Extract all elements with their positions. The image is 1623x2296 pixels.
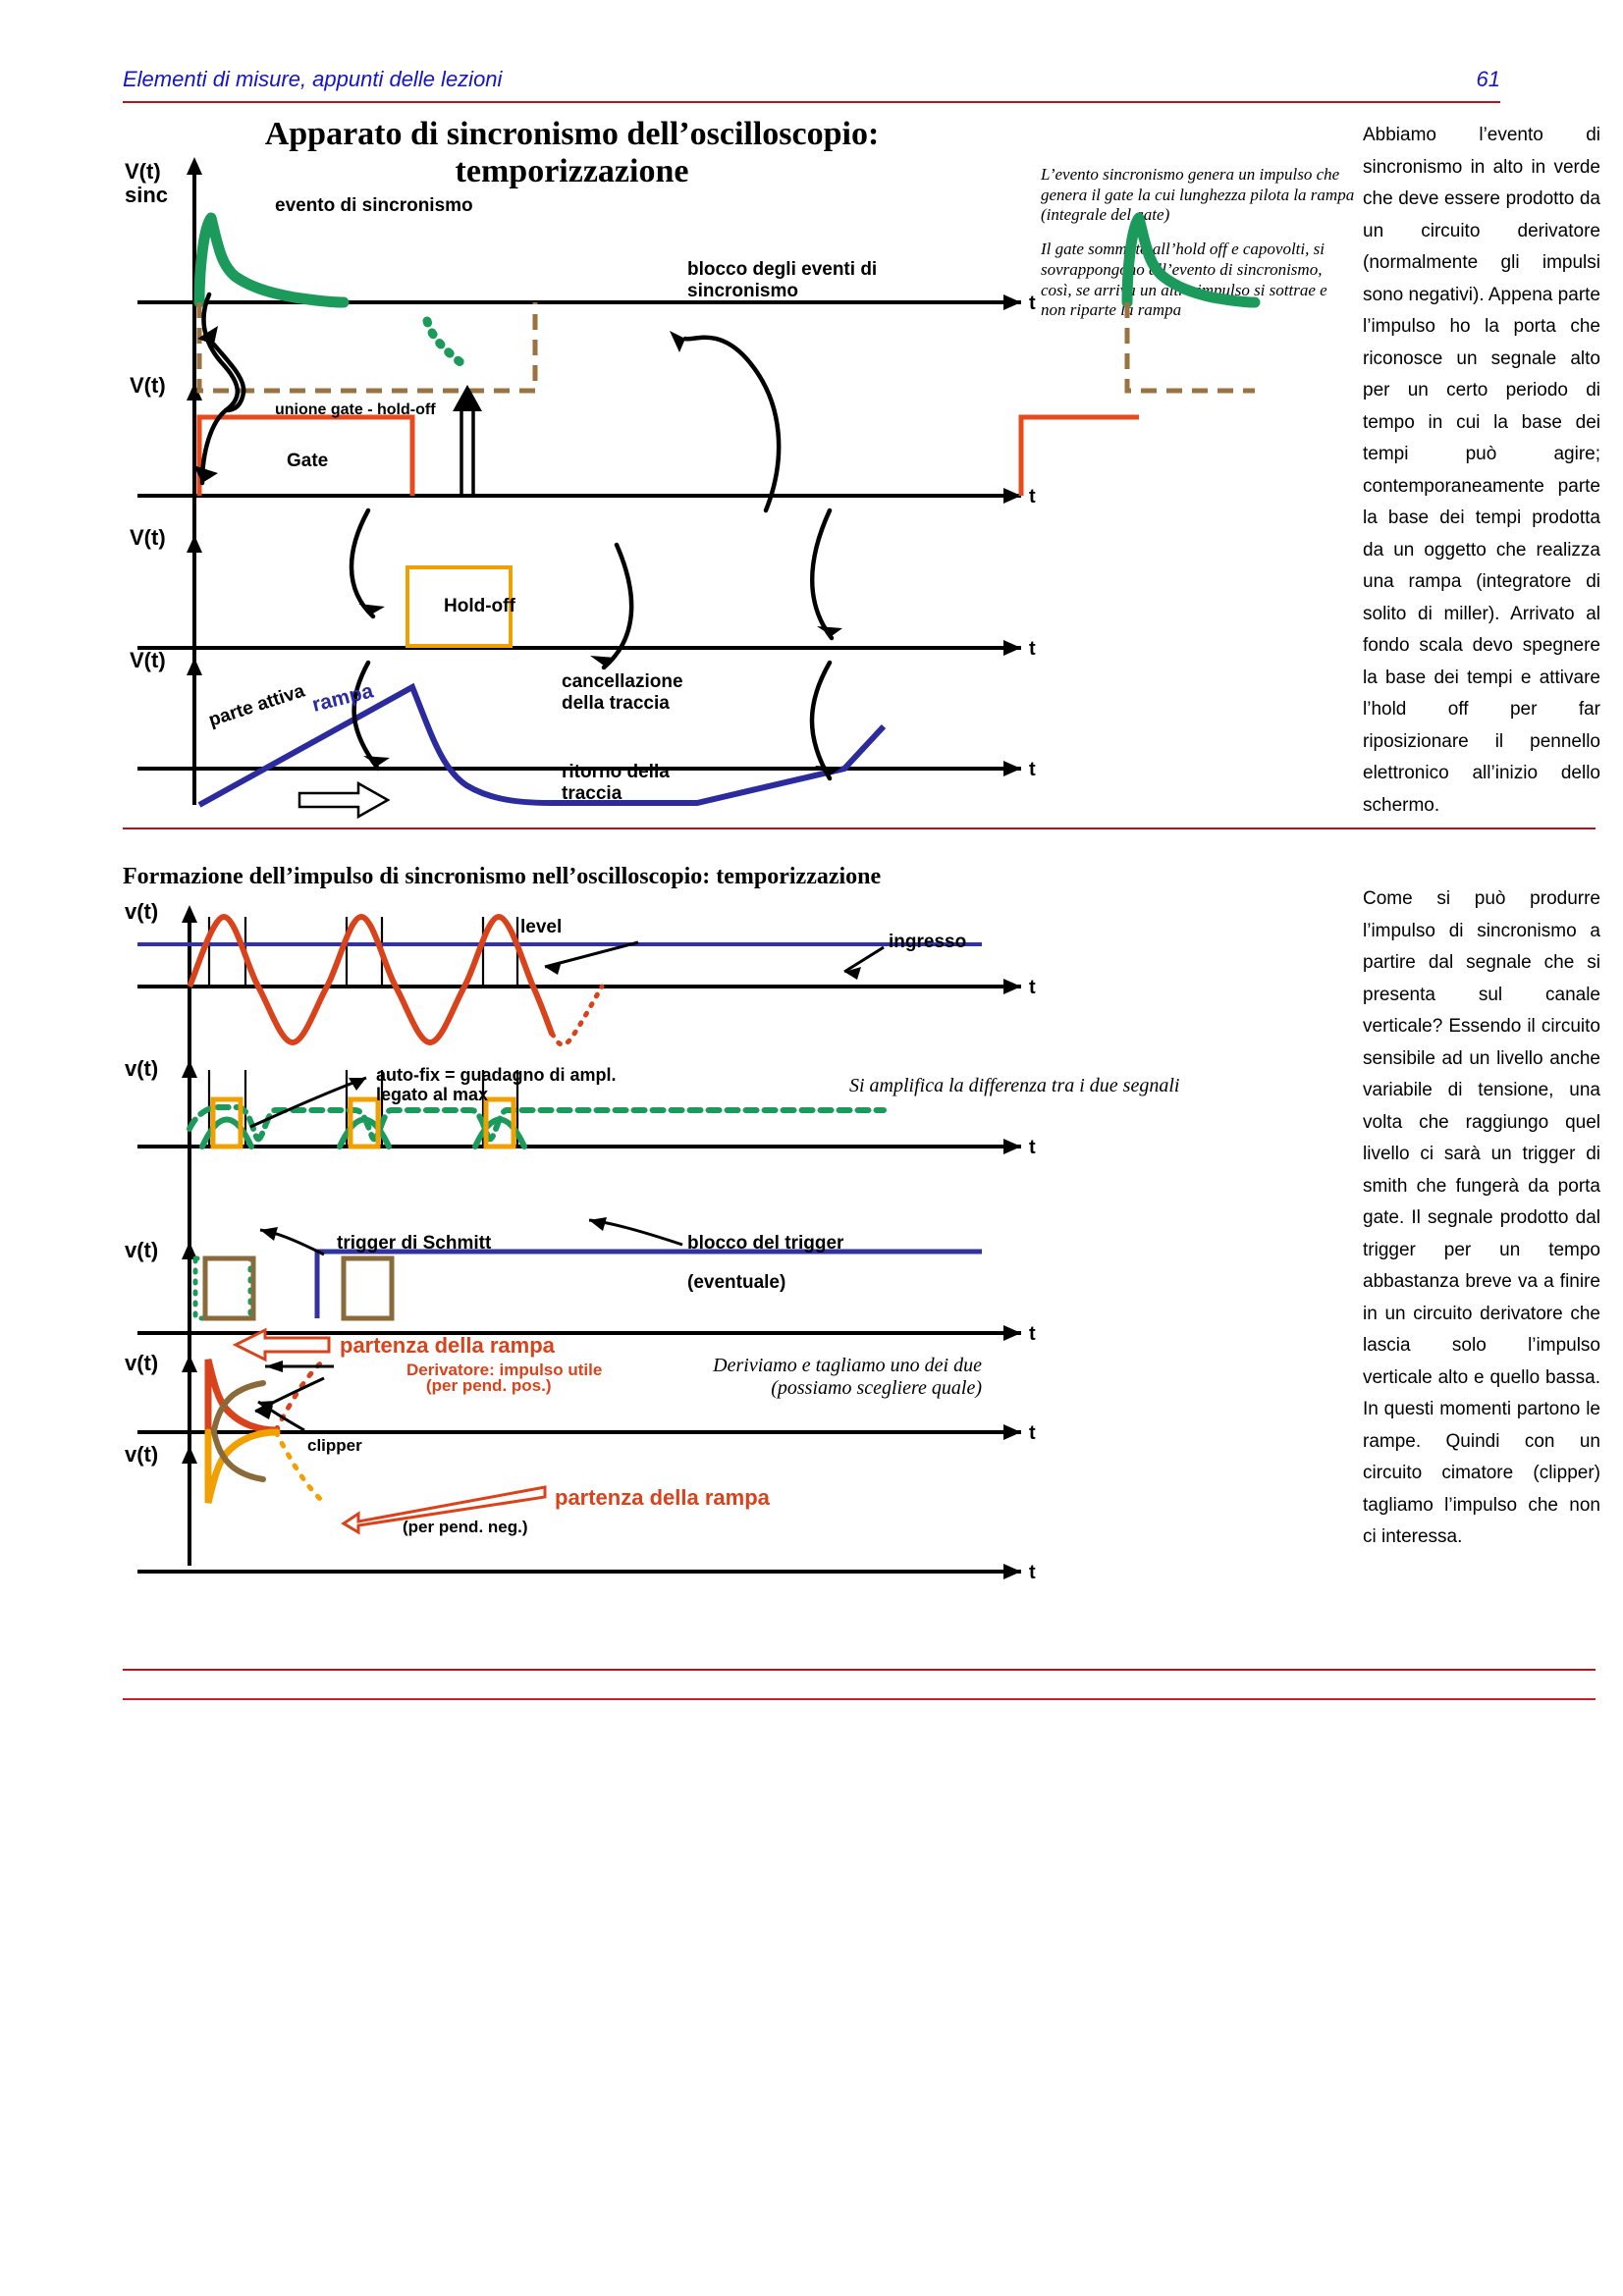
svg-text:blocco del trigger: blocco del trigger xyxy=(687,1233,844,1254)
svg-text:partenza della rampa: partenza della rampa xyxy=(340,1333,556,1358)
svg-text:auto-fix = guadagno di ampl.: auto-fix = guadagno di ampl. xyxy=(376,1065,617,1085)
svg-text:t: t xyxy=(1029,977,1036,998)
svg-text:v(t): v(t) xyxy=(125,1056,158,1081)
svg-text:t: t xyxy=(1029,1137,1036,1158)
svg-text:Deriviamo e tagliamo uno dei d: Deriviamo e tagliamo uno dei due xyxy=(712,1355,982,1376)
svg-text:(eventuale): (eventuale) xyxy=(687,1272,785,1293)
svg-text:(per pend. pos.): (per pend. pos.) xyxy=(426,1376,552,1395)
svg-text:partenza della rampa: partenza della rampa xyxy=(555,1485,771,1510)
svg-text:(per pend. neg.): (per pend. neg.) xyxy=(403,1518,528,1536)
svg-text:v(t): v(t) xyxy=(125,1238,158,1262)
svg-text:t: t xyxy=(1029,1422,1036,1444)
svg-text:t: t xyxy=(1029,1323,1036,1345)
svg-text:t: t xyxy=(1029,1562,1036,1583)
svg-text:(possiamo scegliere quale): (possiamo scegliere quale) xyxy=(771,1377,982,1399)
svg-text:v(t): v(t) xyxy=(125,1442,158,1467)
svg-text:level: level xyxy=(520,917,562,937)
svg-text:v(t): v(t) xyxy=(125,899,158,924)
svg-text:legato al max: legato al max xyxy=(376,1085,488,1104)
svg-text:ingresso: ingresso xyxy=(889,932,966,952)
svg-text:v(t): v(t) xyxy=(125,1351,158,1375)
svg-text:trigger di Schmitt: trigger di Schmitt xyxy=(337,1233,492,1254)
svg-text:clipper: clipper xyxy=(307,1436,362,1455)
svg-text:Si amplifica la differenza tra: Si amplifica la differenza tra i due seg… xyxy=(849,1075,1179,1096)
